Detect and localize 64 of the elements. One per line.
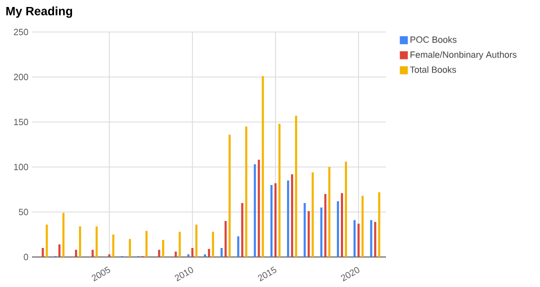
bar: [237, 236, 240, 257]
bar: [340, 193, 344, 257]
bar: [287, 180, 290, 257]
bar: [145, 230, 148, 257]
y-tick-label: 100: [14, 164, 28, 170]
x-tick-label: 2010: [174, 267, 194, 282]
bar: [358, 224, 360, 257]
bar: [162, 240, 164, 257]
bar: [308, 211, 310, 257]
bar: [312, 172, 314, 257]
bar: [112, 234, 114, 257]
bar: [58, 244, 60, 257]
y-tick-label: 200: [14, 74, 28, 80]
bar: [220, 248, 223, 257]
chart-title: My Reading: [6, 6, 72, 18]
bar: [378, 192, 380, 257]
bar: [128, 239, 131, 257]
bar: [324, 194, 326, 257]
bar: [174, 252, 177, 257]
bar: [245, 126, 248, 257]
bar: [42, 248, 44, 257]
bar: [96, 226, 98, 257]
legend-label: Female/Nonbinary Authors: [410, 51, 517, 60]
y-tick-label: 0: [24, 254, 28, 260]
x-tick-label: 2005: [92, 266, 110, 282]
bar: [224, 221, 227, 257]
bar: [344, 162, 348, 257]
bar: [208, 248, 210, 257]
bar: [336, 201, 340, 257]
bar: [291, 174, 294, 257]
bar: [374, 222, 376, 257]
bar: [241, 203, 244, 257]
bar: [370, 220, 372, 257]
bar: [78, 226, 82, 257]
bar: [320, 208, 322, 257]
bar: [328, 167, 330, 257]
y-tick-label: 250: [14, 28, 28, 36]
bar: [178, 232, 181, 257]
bar: [92, 250, 94, 257]
bar: [295, 116, 298, 257]
bar: [274, 183, 277, 257]
bar: [212, 232, 214, 257]
x-tick-label: 2020: [341, 267, 360, 282]
y-tick-label: 50: [18, 208, 28, 216]
y-tick-label: 150: [14, 118, 28, 126]
bar: [258, 160, 260, 257]
bar: [362, 196, 364, 257]
bar: [46, 224, 48, 257]
bar: [108, 254, 110, 257]
bar: [354, 220, 356, 257]
bar: [262, 76, 264, 257]
bar: [304, 203, 306, 257]
bar: [74, 250, 78, 257]
bar: [270, 185, 273, 257]
bar: [195, 224, 198, 257]
bar: [191, 248, 194, 257]
bar: [254, 164, 256, 257]
legend-label: Total Books: [410, 66, 456, 73]
bar: [62, 212, 64, 257]
x-tick-label: 2015: [258, 266, 276, 282]
legend-label: POC Books: [410, 36, 456, 43]
bar: [228, 134, 231, 257]
bar: [158, 250, 160, 257]
bar: [278, 124, 281, 257]
